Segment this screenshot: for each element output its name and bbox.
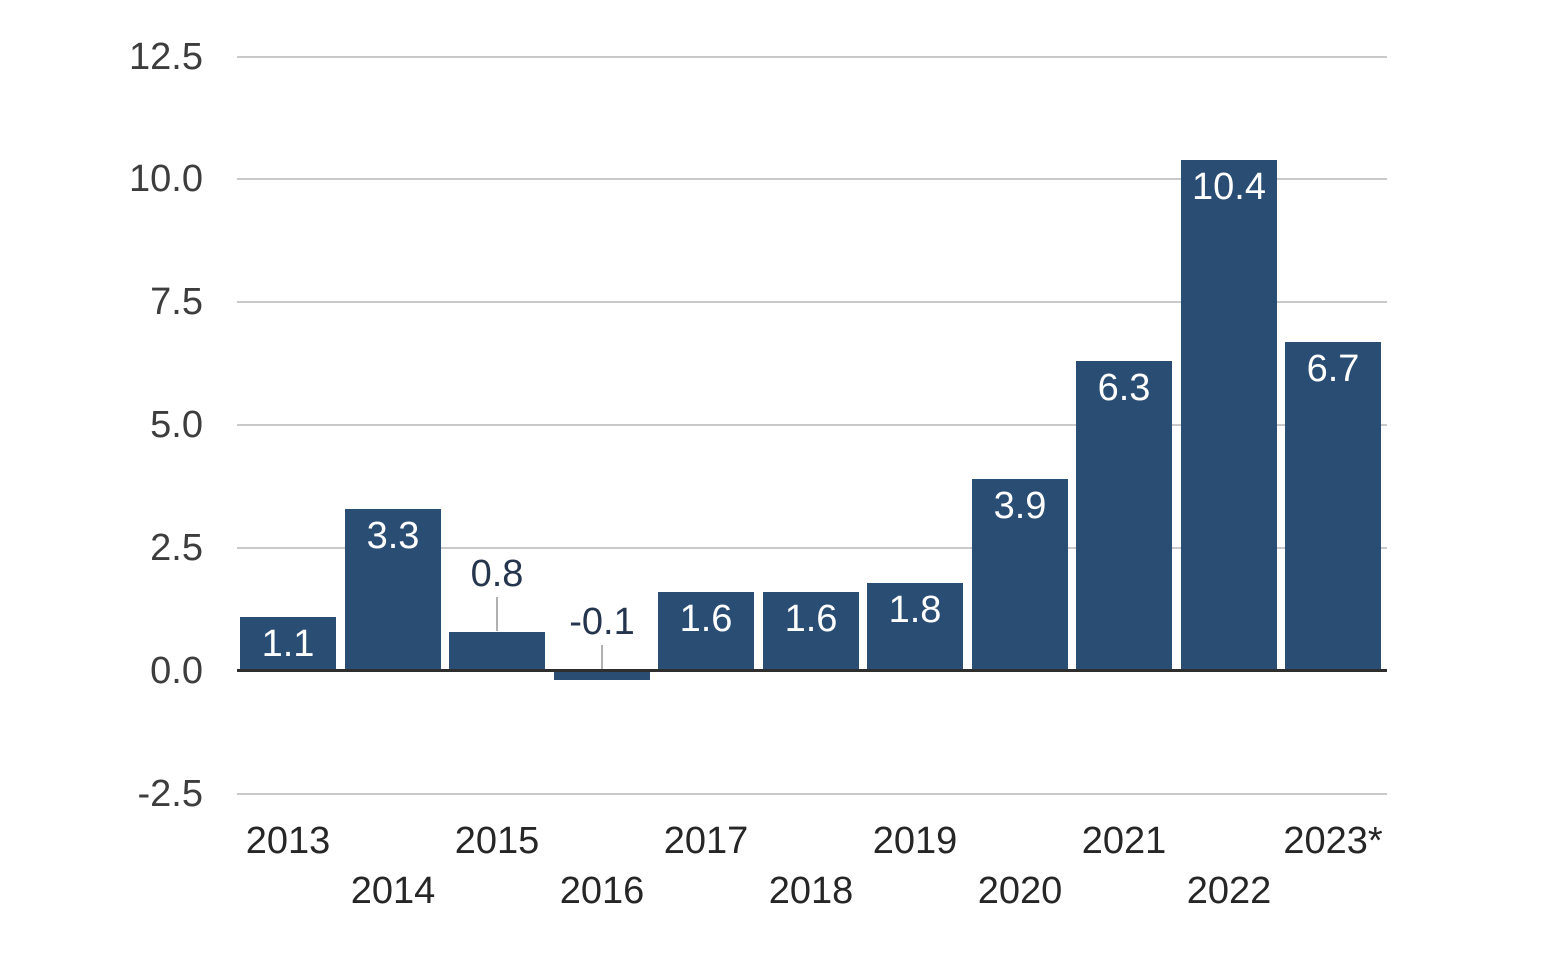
x-tick-label: 2021 [1081,820,1167,862]
bar-value-label: 1.1 [261,623,315,665]
bar-value-label: 1.8 [888,589,942,631]
bar [658,592,754,671]
bar-value-label: 3.9 [993,485,1047,527]
y-tick-label: 2.5 [150,527,203,569]
bar [972,479,1068,671]
x-tick-label: 2014 [350,870,436,912]
bar-value-label: 6.7 [1306,348,1360,390]
y-tick-label: 7.5 [150,281,203,323]
bar [1076,361,1172,671]
bar-value-label: 1.6 [679,598,733,640]
x-tick-label: 2017 [663,820,749,862]
bar [1181,160,1277,671]
x-tick-label: 2018 [768,870,854,912]
y-tick-label: 5.0 [150,404,203,446]
bar [449,632,545,671]
bar [240,617,336,671]
y-tick-label: 10.0 [129,158,203,200]
gridline [237,178,1387,180]
y-tick-label: -2.5 [137,773,203,815]
leader-line [496,597,498,631]
y-tick-label: 0.0 [150,650,203,692]
zero-axis-line [237,669,1387,672]
gridline [237,301,1387,303]
bar [1285,342,1381,671]
x-tick-label: 2013 [245,820,331,862]
bar [345,509,441,671]
bar-value-label: 10.4 [1192,166,1266,208]
x-tick-label: 2020 [977,870,1063,912]
bar [867,583,963,671]
gridline [237,424,1387,426]
bar-value-label: 1.6 [784,598,838,640]
x-tick-label: 2015 [454,820,540,862]
x-tick-label: 2019 [872,820,958,862]
x-tick-label: 2022 [1186,870,1272,912]
leader-line [601,645,603,669]
outside-value-label: 0.8 [470,553,524,595]
y-tick-label: 12.5 [129,36,203,78]
outside-value-label: -0.1 [569,601,635,643]
bar-value-label: 3.3 [366,515,420,557]
x-tick-label: 2016 [559,870,645,912]
gridline [237,547,1387,549]
bar-value-label: 6.3 [1097,367,1151,409]
gridline [237,793,1387,795]
gridline [237,56,1387,58]
bar [763,592,859,671]
x-tick-label: 2023* [1283,820,1383,862]
bar [554,671,650,680]
